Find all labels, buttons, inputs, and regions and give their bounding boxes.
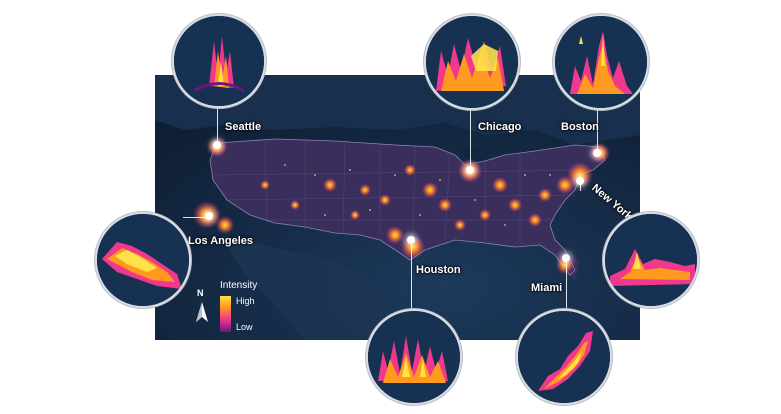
miami-label: Miami xyxy=(531,282,563,294)
intensity-legend: N Intensity High Low xyxy=(192,280,282,336)
houston-inset[interactable] xyxy=(366,309,462,405)
new-york-marker[interactable] xyxy=(576,177,584,185)
chicago-label: Chicago xyxy=(478,121,522,133)
los-angeles-marker[interactable] xyxy=(205,212,213,220)
seattle-label: Seattle xyxy=(225,121,262,133)
new-york-inset[interactable] xyxy=(603,212,699,308)
seattle-inset[interactable] xyxy=(172,14,266,108)
boston-inset[interactable] xyxy=(553,14,649,110)
miami-connector xyxy=(566,258,567,310)
los-angeles-connector xyxy=(183,217,209,218)
chicago-inset[interactable] xyxy=(424,14,520,110)
legend-high-label: High xyxy=(236,296,255,306)
seattle-marker[interactable] xyxy=(213,141,221,149)
miami-inset[interactable] xyxy=(516,309,612,405)
houston-marker[interactable] xyxy=(407,236,415,244)
legend-low-label: Low xyxy=(236,322,253,332)
miami-marker[interactable] xyxy=(562,254,570,262)
houston-connector xyxy=(411,240,412,310)
boston-label: Boston xyxy=(561,121,599,133)
chicago-connector xyxy=(470,100,471,170)
usa-landmass xyxy=(209,138,606,276)
los-angeles-inset[interactable] xyxy=(95,212,191,308)
north-label: N xyxy=(197,288,204,298)
chicago-marker[interactable] xyxy=(466,166,474,174)
legend-color-ramp xyxy=(220,296,231,332)
us-map xyxy=(155,75,640,340)
los-angeles-label: Los Angeles xyxy=(188,235,253,247)
new-york-connector xyxy=(580,181,581,191)
boston-connector xyxy=(597,100,598,152)
seattle-connector xyxy=(217,100,218,144)
boston-marker[interactable] xyxy=(593,149,601,157)
houston-label: Houston xyxy=(416,264,461,276)
legend-title: Intensity xyxy=(220,280,258,291)
north-arrow-icon xyxy=(196,302,208,322)
